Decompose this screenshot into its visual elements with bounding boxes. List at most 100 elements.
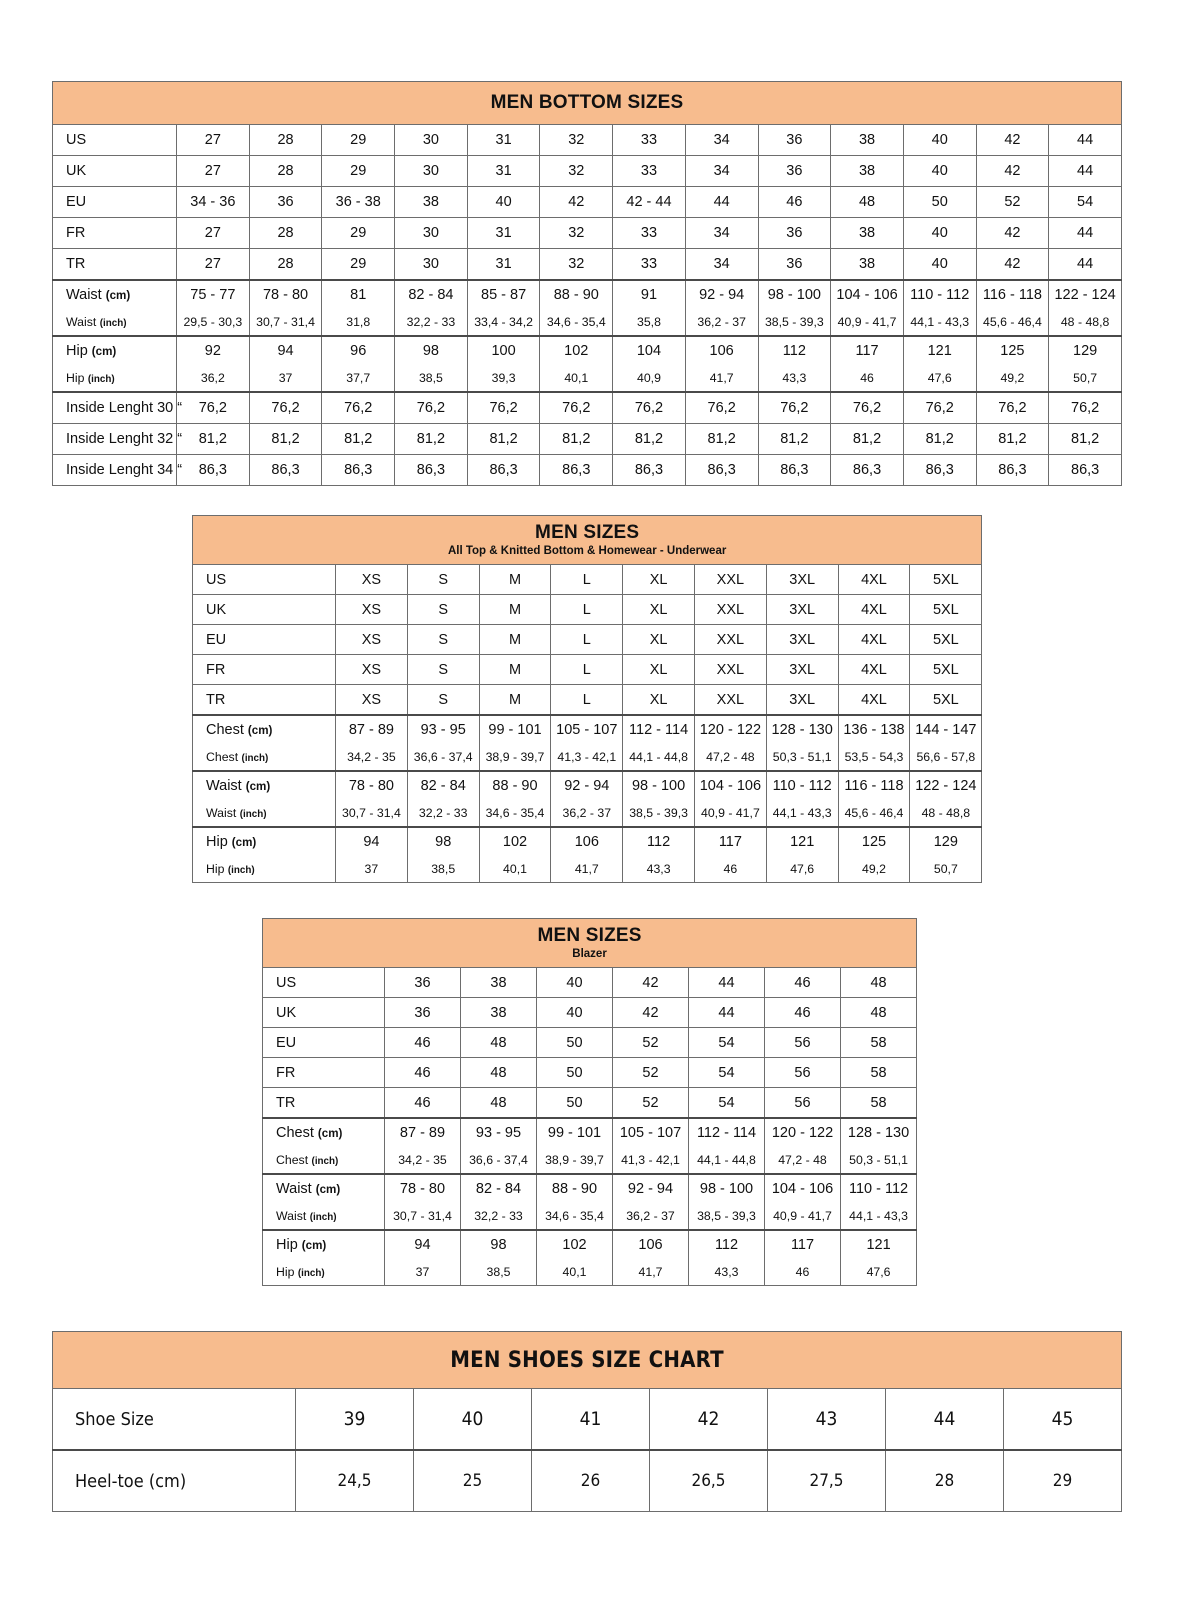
cell: 50,7 (909, 855, 983, 883)
cell: 25 (413, 1449, 532, 1512)
cell: 98 - 100 (688, 1173, 765, 1202)
cell: 27 (176, 124, 250, 156)
table-title-row: MEN SIZES All Top & Knitted Bottom & Hom… (191, 515, 983, 565)
cell: 50,3 - 51,1 (765, 743, 839, 772)
cell: 92 - 94 (550, 770, 624, 799)
cell: L (550, 654, 624, 685)
row-label-tr: TR (262, 1087, 385, 1119)
cell: 31 (466, 248, 541, 281)
cell: 45 (1002, 1388, 1123, 1451)
cell: 38,5 (460, 1258, 537, 1286)
table-row-hip-cm: Hip (cm) 94 98 102 106 112 117 121 125 1… (192, 826, 983, 855)
cell: 5XL (909, 684, 983, 716)
cell: 76,2 (975, 391, 1050, 424)
cell: M (478, 624, 552, 655)
table-row-hip-cm: Hip (cm) 94 98 102 106 112 117 121 (262, 1229, 918, 1258)
cell: 121 (902, 335, 977, 364)
cell: 42 (975, 155, 1050, 187)
cell: 37,7 (321, 364, 396, 393)
cell: 38 (830, 248, 904, 281)
cell: 43 (767, 1388, 886, 1451)
cell: 58 (839, 1087, 918, 1119)
row-label-us: US (192, 564, 336, 595)
row-label-uk: UK (52, 155, 177, 187)
cell: 41,3 - 42,1 (612, 1146, 689, 1175)
cell: S (406, 654, 480, 685)
cell: 36,2 - 37 (550, 799, 624, 828)
cell: 48 - 48,8 (909, 799, 983, 828)
cell: 34,6 - 35,4 (478, 799, 552, 828)
cell: 4XL (837, 654, 911, 685)
table-row-chest-cm: Chest (cm) 87 - 89 93 - 95 99 - 101 105 … (192, 714, 983, 743)
cell: 125 (837, 826, 911, 855)
cell: 3XL (765, 654, 839, 685)
cell: L (550, 564, 624, 595)
table-row-tr: TR 46 48 50 52 54 56 58 (262, 1087, 918, 1119)
cell: 38 (394, 186, 468, 218)
cell: 82 - 84 (460, 1173, 537, 1202)
cell: XL (622, 654, 695, 685)
cell: XS (335, 624, 408, 655)
cell: 82 - 84 (394, 279, 468, 308)
cell: 78 - 80 (384, 1173, 461, 1202)
cell: 76,2 (466, 391, 541, 424)
cell: 76,2 (830, 391, 904, 424)
men-shoes-size-chart-table: MEN SHOES SIZE CHART Shoe Size 39 40 41 … (51, 1331, 1123, 1512)
cell: 4XL (837, 594, 911, 625)
cell: 3XL (765, 594, 839, 625)
cell: 81,2 (176, 423, 250, 455)
cell: 40,9 - 41,7 (693, 799, 767, 828)
cell: 81,2 (612, 423, 686, 455)
row-label-waist-inch: Waist (inch) (192, 799, 336, 828)
row-label-chest-inch: Chest (inch) (192, 743, 336, 772)
table-row-us: US 27 28 29 30 31 32 33 34 36 38 40 42 4… (52, 124, 1122, 156)
cell: 36 - 38 (321, 186, 396, 218)
cell: 38 (830, 124, 904, 156)
cell: 44,1 - 44,8 (688, 1146, 765, 1175)
cell: 40 (466, 186, 541, 218)
cell: 38 (830, 217, 904, 249)
cell: 32 (539, 155, 614, 187)
cell: 36,6 - 37,4 (406, 743, 480, 772)
row-label-uk: UK (192, 594, 336, 625)
cell: XXL (693, 684, 767, 716)
cell: 35,8 (612, 308, 686, 337)
cell: 44 (1048, 217, 1122, 249)
cell: 50,7 (1048, 364, 1122, 393)
cell: 42 (975, 248, 1050, 281)
cell: 86,3 (466, 454, 541, 486)
row-label-chest-cm: Chest (cm) (262, 1117, 385, 1146)
cell: 40 (413, 1388, 532, 1451)
cell: 42 (612, 967, 689, 998)
cell: 86,3 (757, 454, 832, 486)
men-sizes-tops-table: MEN SIZES All Top & Knitted Bottom & Hom… (191, 515, 983, 883)
cell: 112 - 114 (622, 714, 695, 743)
cell: S (406, 684, 480, 716)
table-title-row: MEN BOTTOM SIZES (52, 81, 1122, 125)
cell: 54 (688, 1027, 765, 1058)
row-label-tr: TR (192, 684, 336, 716)
cell: 36 (757, 248, 832, 281)
cell: 29 (321, 248, 396, 281)
row-label-eu: EU (192, 624, 336, 655)
cell: 88 - 90 (539, 279, 614, 308)
cell: 46 (384, 1027, 461, 1058)
table-row-inside-length-32: Inside Lenght 32 “ 81,2 81,2 81,2 81,2 8… (52, 423, 1122, 455)
cell: 116 - 118 (837, 770, 911, 799)
table-row-eu: EU 34 - 36 36 36 - 38 38 40 42 42 - 44 4… (52, 186, 1122, 218)
cell: 86,3 (612, 454, 686, 486)
cell: 3XL (765, 564, 839, 595)
table-title-row: MEN SIZES Blazer (261, 918, 918, 968)
cell: 100 (466, 335, 541, 364)
cell: 30 (394, 217, 468, 249)
row-label-fr: FR (262, 1057, 385, 1088)
cell: L (550, 594, 624, 625)
row-label-shoe-size: Shoe Size (52, 1388, 296, 1451)
cell: 86,3 (1048, 454, 1122, 486)
cell: 56 (764, 1057, 841, 1088)
table-title-cell: MEN SIZES All Top & Knitted Bottom & Hom… (191, 515, 983, 565)
cell: 88 - 90 (536, 1173, 613, 1202)
cell: 50,3 - 51,1 (839, 1146, 918, 1175)
cell: 27,5 (767, 1449, 886, 1512)
row-label-chest-cm: Chest (cm) (192, 714, 336, 743)
